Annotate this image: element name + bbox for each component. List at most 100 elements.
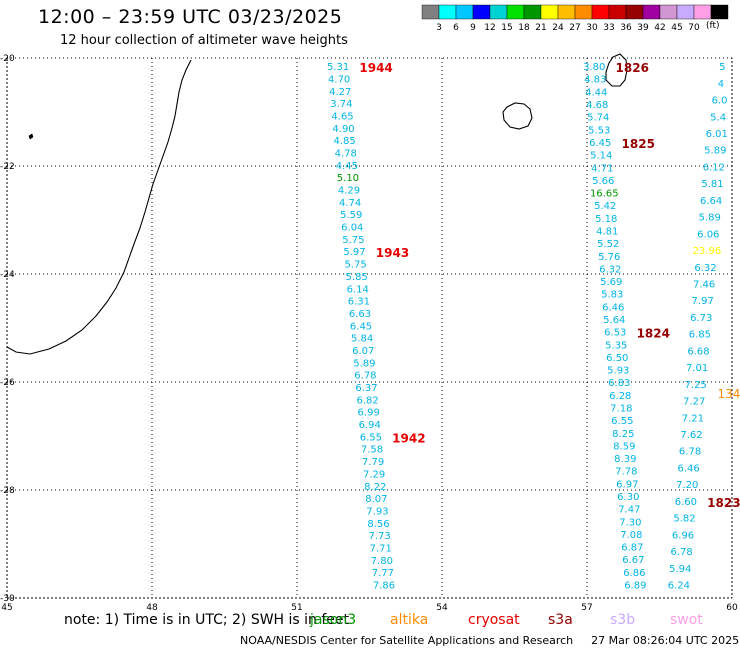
swh-value-label: 6.60 [675,497,697,508]
note-text: note: 1) Time is in UTC; 2) SWH is in fe… [64,612,350,628]
swh-value-label: 6.99 [358,408,380,419]
swh-value-label: 6.01 [706,129,728,140]
swh-value-label: 6.73 [690,313,712,324]
colorbar-unit: (ft) [706,21,720,31]
altimeter-tracks: 5.314.70 4.273.744.65 4.904.85 4.784.455.10… [327,61,740,591]
colorbar-tick-label: 12 [484,23,495,33]
swh-value-label: 5.35 [605,340,627,351]
swh-value-label: 7.18 [610,403,632,414]
colorbar-tick-label: 15 [501,23,512,33]
map-grid [6,57,733,599]
swh-value-label: 6.45 [589,138,611,149]
swh-value-label: 6.46 [678,463,700,474]
swh-value-label: 5.97 [343,247,365,258]
swh-value-label: 6.24 [668,581,690,592]
swh-value-label: 6.83 [608,378,630,389]
colorbar-tick-label: 30 [586,23,598,33]
swh-value-label: 7.80 [371,556,393,567]
mission-altika: altika [390,612,429,628]
swh-value-label: 4.27 [329,87,351,98]
swh-value-label: 7.86 [373,581,395,592]
swh-value-label: 7.20 [676,480,698,491]
swh-value-label: 4.83 [584,75,606,86]
swh-value-label: 7.73 [368,531,390,542]
colorbar-tick-label: 70 [688,23,700,33]
swh-value-label: 6.12 [703,162,725,173]
swh-value-label: 8.59 [613,441,635,452]
swh-value-label: 6.28 [609,391,631,402]
swh-value-label: 8.56 [367,519,389,530]
page-subtitle: 12 hour collection of altimeter wave hei… [60,33,348,48]
swh-value-label: 23.96 [693,246,722,257]
swh-value-label: 7.97 [692,296,714,307]
swh-value-label: 5.64 [603,315,625,326]
swh-value-label: 4.44 [585,87,607,98]
swh-value-label: 6.96 [672,530,694,541]
swh-value-label: 4.85 [334,136,356,147]
track-time-label: 1944 [359,61,392,75]
swh-value-label: 8.25 [612,429,634,440]
swh-value-label: 4.68 [586,100,608,111]
swh-value-label: 4.70 [328,74,350,85]
lat-tick-label: -28 [0,486,15,496]
track-time-label: 1823 [707,496,740,510]
swh-value-label: 7.62 [680,430,702,441]
lat-tick-label: -20 [0,54,15,64]
swh-value-label: 6.32 [694,263,716,274]
swh-value-label: 7.29 [363,469,385,480]
swh-value-label: 5.89 [704,146,726,157]
lon-tick-label: 45 [1,603,12,613]
colorbar-swatch [472,4,491,20]
colorbar-swatch [557,4,576,20]
swh-value-label: 4.65 [331,111,353,122]
colorbar-swatch [710,4,729,20]
colorbar: 3 6 9 12 15 18 21 24 27 30 33 36 39 42 45 70 [421,4,729,33]
swh-value-label: 6.86 [623,568,645,579]
swh-value-label: 6.50 [606,353,628,364]
colorbar-swatch [625,4,644,20]
swh-value-label: 7.78 [615,467,637,478]
colorbar-swatch [506,4,525,20]
swh-value-label: 5.10 [337,173,359,184]
colorbar-swatch [540,4,559,20]
swh-value-label: 6.55 [360,432,382,443]
swh-value-label: 5 [719,62,725,73]
footer: NOAA/NESDIS Center for Satellite Applica… [240,634,739,647]
swh-value-label: 6.78 [679,447,701,458]
axis-labels: 45 48 51 54 57 60-20-22-24-26-28-30 [0,54,738,613]
colorbar-swatch [642,4,661,20]
swh-value-label: 5.18 [595,214,617,225]
swh-value-label: 6.07 [352,346,374,357]
swh-value-label: 7.27 [683,397,705,408]
swh-value-label: 6.64 [700,196,722,207]
track-time-label: 1942 [392,431,425,445]
colorbar-swatch [574,4,593,20]
swh-value-label: 7.30 [619,517,641,528]
lat-tick-label: -22 [0,162,15,172]
swh-value-label: 7.08 [620,530,642,541]
mission-s3b: s3b [610,612,636,628]
track-time-label: 1824 [637,327,670,341]
swh-value-label: 6.32 [599,264,621,275]
swh-value-label: 4.90 [332,124,354,135]
swh-value-label: 6.30 [617,492,639,503]
track-time-label: 1826 [616,61,649,75]
swh-value-label: 5.94 [669,564,691,575]
mauritius-island [605,53,628,87]
track-time-label: 1825 [622,137,655,151]
swh-value-label: 7.47 [618,505,640,516]
colorbar-swatch [455,4,474,20]
swh-value-label: 6.31 [348,297,370,308]
swh-value-label: 6.06 [697,229,719,240]
lon-tick-label: 48 [146,603,158,613]
colorbar-tick-label: 45 [671,23,682,33]
colorbar-tick-label: 24 [552,23,564,33]
colorbar-tick-label: 36 [620,23,632,33]
swh-value-label: 5.85 [346,272,368,283]
colorbar-swatch [523,4,542,20]
colorbar-swatch [421,4,440,20]
swh-value-label: 6.63 [349,309,371,320]
swh-value-label: 6.55 [611,416,633,427]
colorbar-swatch [693,4,712,20]
